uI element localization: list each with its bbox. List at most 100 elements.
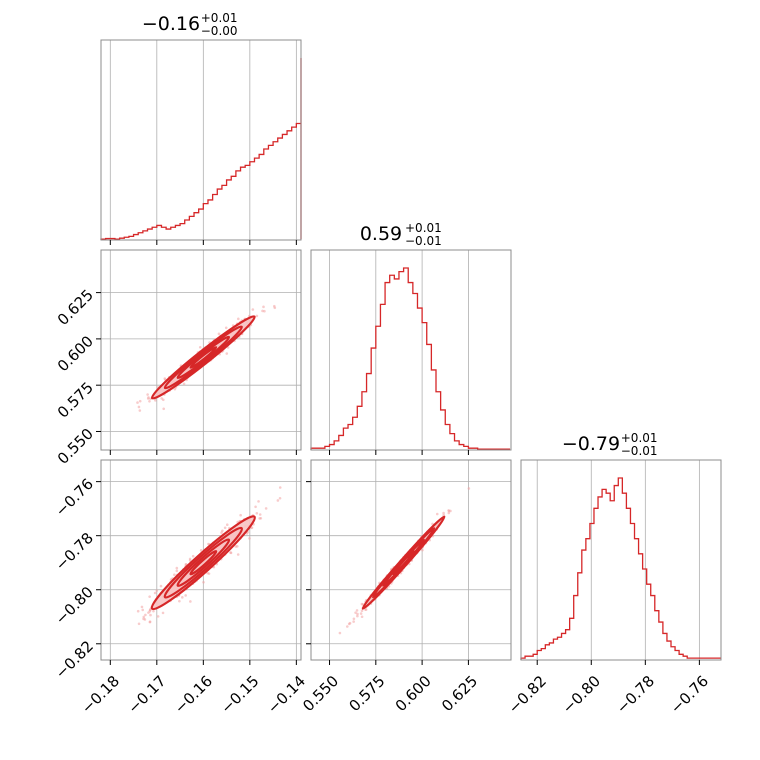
hist-bin — [445, 425, 450, 450]
scatter-point — [447, 511, 451, 515]
scatter-point — [254, 505, 257, 509]
hist-bin — [217, 189, 222, 240]
hist-bin — [148, 229, 153, 240]
hist-panel-2: −0.79 +0.01−0.01 — [520, 431, 722, 665]
grid-lines — [101, 460, 301, 660]
hist-bin — [630, 524, 634, 661]
scatter-point — [435, 512, 439, 516]
hist-bin — [362, 392, 367, 450]
hist-bin — [287, 131, 292, 240]
hist-bin — [343, 428, 348, 450]
contour-line — [150, 515, 256, 611]
hist-bin — [175, 225, 180, 240]
y-tick-label: −0.82 — [52, 637, 97, 682]
scatter-point — [356, 612, 359, 616]
hist-bin — [241, 167, 246, 240]
hist-bin — [348, 425, 353, 450]
contour-line — [392, 550, 415, 576]
scatter-point — [259, 516, 263, 520]
hist-bin — [264, 149, 269, 240]
hist-bin — [404, 268, 409, 450]
hist-bin — [635, 539, 639, 660]
scatter-point — [223, 526, 227, 530]
x-tick-label: 0.625 — [438, 672, 481, 715]
hist-bin — [408, 283, 413, 450]
scatter-point — [162, 407, 166, 411]
y-tick-label: −0.80 — [52, 583, 97, 628]
hist-bin — [606, 493, 610, 660]
contour-line — [189, 550, 218, 576]
hist-bin — [367, 374, 372, 450]
contour-line — [150, 315, 256, 400]
scatter-point — [138, 399, 142, 403]
panel-frame — [310, 459, 512, 661]
hist-bin — [203, 204, 208, 240]
x-tick-label: −0.16 — [171, 672, 216, 717]
scatter-point — [263, 309, 266, 313]
hist-bin — [157, 225, 162, 240]
hist-bin — [639, 554, 643, 660]
x-tick-label: −0.17 — [124, 672, 169, 717]
y-tick-label: 0.625 — [54, 286, 97, 329]
y-tick-label: 0.600 — [54, 332, 97, 375]
title-lower: −0.01 — [621, 444, 658, 458]
scatter-point — [347, 622, 351, 626]
hist-bin — [199, 209, 204, 240]
hist-bin — [227, 180, 232, 240]
scatter-points — [101, 304, 277, 436]
hist-bin — [134, 235, 139, 240]
hist-bin — [194, 213, 199, 240]
scatter-point — [248, 537, 251, 540]
hist-bin — [586, 539, 590, 660]
scatter-point — [239, 513, 242, 517]
scatter-point — [421, 548, 424, 552]
x-tick-label: −0.18 — [78, 672, 123, 717]
scatter-point — [161, 611, 165, 615]
title-median: −0.79 — [562, 433, 620, 455]
hist-bin — [250, 162, 255, 240]
scatter-point — [262, 305, 265, 309]
scatter-point — [144, 613, 147, 617]
scatter-point — [236, 553, 240, 556]
x-tick-label: −0.76 — [667, 672, 712, 717]
hist-bin — [380, 304, 385, 450]
scatter-point — [217, 332, 221, 336]
x-tick-label: 0.600 — [392, 672, 435, 715]
scatter-point — [141, 608, 145, 612]
scatter-point — [449, 509, 452, 513]
x-tick-label: −0.80 — [559, 672, 604, 717]
hist-bin — [222, 185, 227, 240]
scatter-point — [159, 584, 163, 588]
hist-bin — [598, 497, 602, 660]
x-tick-label: −0.78 — [613, 672, 658, 717]
contour-line — [163, 526, 244, 599]
hist-bin — [292, 127, 297, 240]
scatter-point — [178, 599, 181, 603]
scatter-point — [258, 513, 262, 516]
panel-frame — [100, 39, 302, 241]
hist-bin — [413, 293, 418, 450]
scatter-point — [360, 609, 364, 613]
scatter-point — [188, 559, 192, 562]
scatter-point — [264, 507, 268, 510]
y-tick-label: 0.575 — [54, 378, 97, 421]
scatter-point — [149, 613, 152, 617]
scatter-point — [156, 615, 160, 618]
hist-bin — [268, 145, 273, 240]
hist-bin — [138, 233, 143, 240]
contour-fill — [190, 551, 217, 575]
hist-panel-0: −0.16 +0.01−0.00 — [100, 11, 302, 245]
scatter-point — [229, 551, 232, 554]
hist-bin — [376, 326, 381, 450]
hist-bin — [399, 272, 404, 450]
x-tick-label: −0.82 — [505, 672, 550, 717]
hist-bin — [618, 478, 622, 660]
hist-bin — [602, 489, 606, 660]
hist-bin — [180, 224, 185, 240]
scatter-point — [184, 594, 187, 597]
scatter-points — [338, 487, 471, 635]
scatter-points — [136, 486, 282, 626]
scatter-point — [345, 625, 349, 628]
hist-bin — [166, 229, 171, 240]
scatter-point — [136, 609, 140, 613]
